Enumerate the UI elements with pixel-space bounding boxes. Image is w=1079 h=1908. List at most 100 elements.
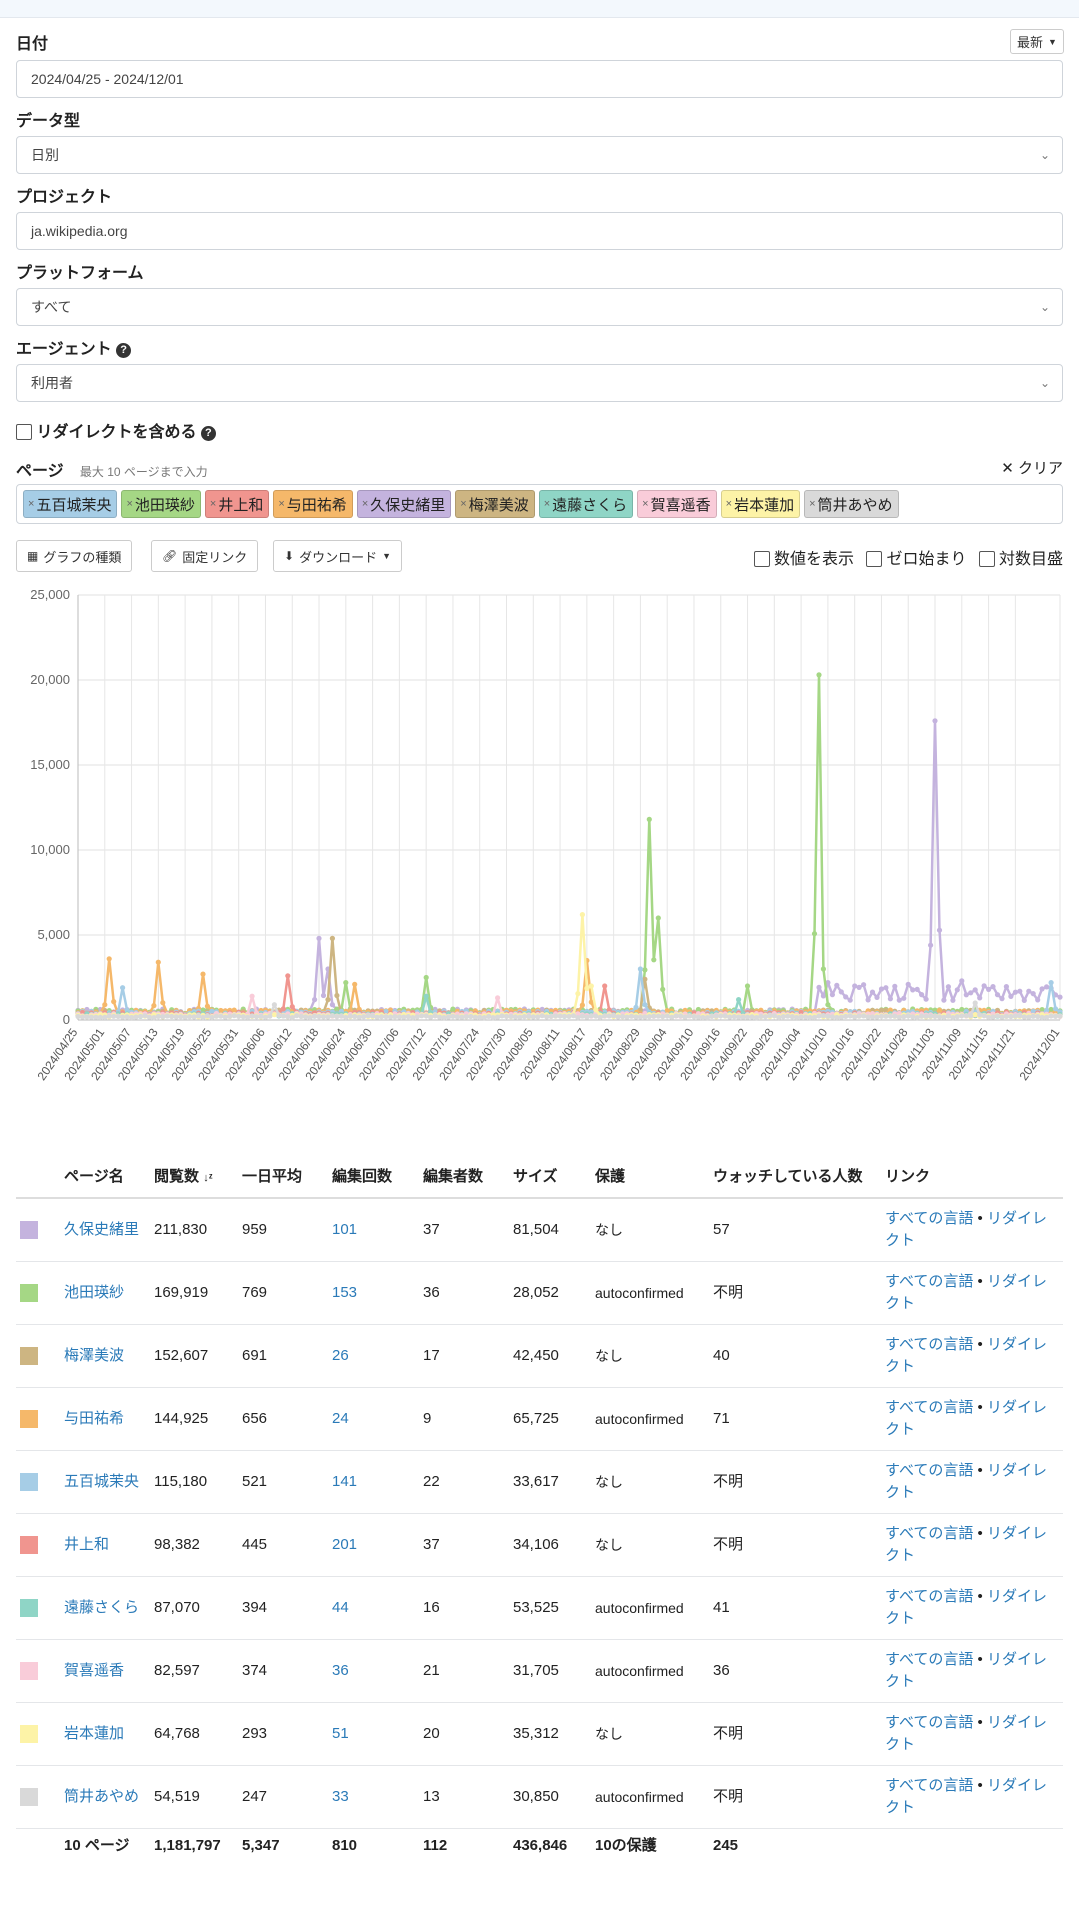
remove-tag-icon[interactable]: × bbox=[725, 498, 733, 510]
page-tag[interactable]: × 梅澤美波 bbox=[455, 490, 535, 518]
edits-cell[interactable]: 44 bbox=[328, 1575, 419, 1639]
header-edits[interactable]: 編集回数 bbox=[328, 1150, 419, 1199]
all-languages-link[interactable]: すべての言語 bbox=[885, 1524, 974, 1542]
page-name[interactable]: 筒井あやめ bbox=[64, 1787, 140, 1805]
redirects-link[interactable]: リダイレクト bbox=[885, 1524, 1047, 1564]
redirects-link[interactable]: リダイレクト bbox=[885, 1587, 1047, 1627]
redirects-link[interactable]: リダイレクト bbox=[885, 1209, 1047, 1249]
remove-tag-icon[interactable]: × bbox=[809, 498, 816, 510]
edits-link[interactable]: 201 bbox=[332, 1535, 358, 1553]
redirect-checkbox-row[interactable]: リダイレクトを含める ? bbox=[16, 418, 216, 442]
all-languages-link[interactable]: すべての言語 bbox=[885, 1209, 974, 1227]
remove-tag-icon[interactable]: × bbox=[126, 498, 133, 510]
show-values-checkbox[interactable] bbox=[753, 551, 770, 567]
page-tag[interactable]: × 岩本蓮加 bbox=[720, 490, 801, 518]
log-scale-checkbox[interactable] bbox=[978, 551, 995, 567]
edits-link[interactable]: 36 bbox=[332, 1661, 349, 1679]
edits-cell[interactable]: 201 bbox=[328, 1512, 419, 1576]
page-name-link[interactable]: 五百城茉央 bbox=[60, 1449, 150, 1513]
platform-select[interactable]: すべて ⌄ bbox=[16, 288, 1063, 326]
edits-cell[interactable]: 153 bbox=[328, 1260, 419, 1324]
page-tag[interactable]: × 池田瑛紗 bbox=[121, 490, 201, 518]
edits-link[interactable]: 153 bbox=[332, 1283, 358, 1301]
edits-cell[interactable]: 33 bbox=[328, 1764, 419, 1828]
agent-select[interactable]: 利用者 ⌄ bbox=[16, 364, 1063, 402]
page-tag[interactable]: × 井上和 bbox=[204, 490, 270, 518]
redirects-link[interactable]: リダイレクト bbox=[885, 1335, 1047, 1375]
remove-tag-icon[interactable]: × bbox=[278, 498, 285, 510]
page-name-link[interactable]: 池田瑛紗 bbox=[60, 1260, 150, 1324]
edits-cell[interactable]: 24 bbox=[328, 1386, 419, 1450]
page-name[interactable]: 梅澤美波 bbox=[64, 1346, 125, 1364]
page-tag[interactable]: × 五百城茉央 bbox=[23, 490, 118, 518]
permalink-button[interactable]: 🔗︎ 固定リンク bbox=[151, 540, 259, 572]
remove-tag-icon[interactable]: × bbox=[28, 498, 35, 510]
project-input[interactable]: ja.wikipedia.org bbox=[16, 212, 1063, 250]
chart-type-button[interactable]: ▦ グラフの種類 bbox=[16, 540, 133, 572]
redirects-link[interactable]: リダイレクト bbox=[885, 1776, 1047, 1816]
redirects-link[interactable]: リダイレクト bbox=[885, 1461, 1047, 1501]
header-editors[interactable]: 編集者数 bbox=[419, 1150, 509, 1199]
all-languages-link[interactable]: すべての言語 bbox=[885, 1335, 974, 1353]
edits-link[interactable]: 101 bbox=[332, 1220, 358, 1238]
redirects-link[interactable]: リダイレクト bbox=[885, 1398, 1047, 1438]
page-name-link[interactable]: 賀喜遥香 bbox=[60, 1638, 150, 1702]
page-name-link[interactable]: 与田祐希 bbox=[60, 1386, 150, 1450]
page-name[interactable]: 池田瑛紗 bbox=[64, 1283, 125, 1301]
edits-cell[interactable]: 101 bbox=[328, 1197, 419, 1261]
edits-cell[interactable]: 26 bbox=[328, 1323, 419, 1387]
zero-start-toggle[interactable]: ゼロ始まり bbox=[866, 545, 967, 569]
page-name-link[interactable]: 岩本蓮加 bbox=[60, 1701, 150, 1765]
latest-dropdown-button[interactable]: 最新 ▼ bbox=[1010, 29, 1064, 54]
page-name[interactable]: 賀喜遥香 bbox=[64, 1661, 125, 1679]
header-views[interactable]: 閲覧数 ↓ᶻ bbox=[150, 1150, 238, 1199]
edits-link[interactable]: 51 bbox=[332, 1724, 349, 1742]
all-languages-link[interactable]: すべての言語 bbox=[885, 1650, 974, 1668]
redirects-link[interactable]: リダイレクト bbox=[885, 1713, 1047, 1753]
edits-cell[interactable]: 51 bbox=[328, 1701, 419, 1765]
pages-tag-input[interactable]: × 五百城茉央 × 池田瑛紗 × 井上和 × 与田祐希 × 久保史緒里 × 梅澤美波 × 遠藤さくら × 賀喜… bbox=[16, 484, 1063, 524]
header-daily-average[interactable]: 一日平均 bbox=[238, 1150, 328, 1199]
edits-link[interactable]: 26 bbox=[332, 1346, 349, 1364]
all-languages-link[interactable]: すべての言語 bbox=[885, 1272, 974, 1290]
edits-link[interactable]: 24 bbox=[332, 1409, 349, 1427]
page-tag[interactable]: × 遠藤さくら bbox=[538, 490, 634, 518]
page-name[interactable]: 井上和 bbox=[64, 1535, 110, 1553]
log-scale-toggle[interactable]: 対数目盛 bbox=[978, 545, 1063, 569]
remove-tag-icon[interactable]: × bbox=[460, 498, 467, 510]
all-languages-link[interactable]: すべての言語 bbox=[885, 1587, 974, 1605]
redirects-link[interactable]: リダイレクト bbox=[885, 1650, 1047, 1690]
page-name[interactable]: 岩本蓮加 bbox=[64, 1724, 125, 1742]
datatype-select[interactable]: 日別 ⌄ bbox=[16, 136, 1063, 174]
edits-cell[interactable]: 141 bbox=[328, 1449, 419, 1513]
remove-tag-icon[interactable]: × bbox=[543, 498, 551, 510]
page-tag[interactable]: × 筒井あやめ bbox=[804, 490, 899, 518]
header-protection[interactable]: 保護 bbox=[591, 1150, 709, 1199]
edits-cell[interactable]: 36 bbox=[328, 1638, 419, 1702]
page-name[interactable]: 遠藤さくら bbox=[64, 1598, 140, 1616]
edits-link[interactable]: 141 bbox=[332, 1472, 358, 1490]
all-languages-link[interactable]: すべての言語 bbox=[885, 1398, 974, 1416]
date-range-input[interactable]: 2024/04/25 - 2024/12/01 bbox=[16, 60, 1063, 98]
page-name-link[interactable]: 遠藤さくら bbox=[60, 1575, 150, 1639]
page-name[interactable]: 久保史緒里 bbox=[64, 1220, 140, 1238]
help-icon[interactable]: ? bbox=[116, 342, 132, 358]
page-tag[interactable]: × 与田祐希 bbox=[273, 490, 353, 518]
page-name-link[interactable]: 久保史緒里 bbox=[60, 1197, 150, 1261]
page-name[interactable]: 与田祐希 bbox=[64, 1409, 125, 1427]
header-size[interactable]: サイズ bbox=[509, 1150, 591, 1199]
page-name-link[interactable]: 梅澤美波 bbox=[60, 1323, 150, 1387]
redirects-link[interactable]: リダイレクト bbox=[885, 1272, 1047, 1312]
download-button[interactable]: ⬇ ダウンロード ▼ bbox=[273, 540, 402, 572]
page-name-link[interactable]: 筒井あやめ bbox=[60, 1764, 150, 1828]
all-languages-link[interactable]: すべての言語 bbox=[885, 1713, 974, 1731]
header-watchers[interactable]: ウォッチしている人数 bbox=[709, 1150, 881, 1199]
redirect-checkbox[interactable] bbox=[16, 424, 32, 440]
help-icon[interactable]: ? bbox=[200, 425, 216, 441]
edits-link[interactable]: 33 bbox=[332, 1787, 349, 1805]
remove-tag-icon[interactable]: × bbox=[642, 498, 649, 510]
page-tag[interactable]: × 久保史緒里 bbox=[356, 490, 452, 518]
all-languages-link[interactable]: すべての言語 bbox=[885, 1461, 974, 1479]
remove-tag-icon[interactable]: × bbox=[209, 498, 217, 510]
page-name-link[interactable]: 井上和 bbox=[60, 1512, 150, 1576]
